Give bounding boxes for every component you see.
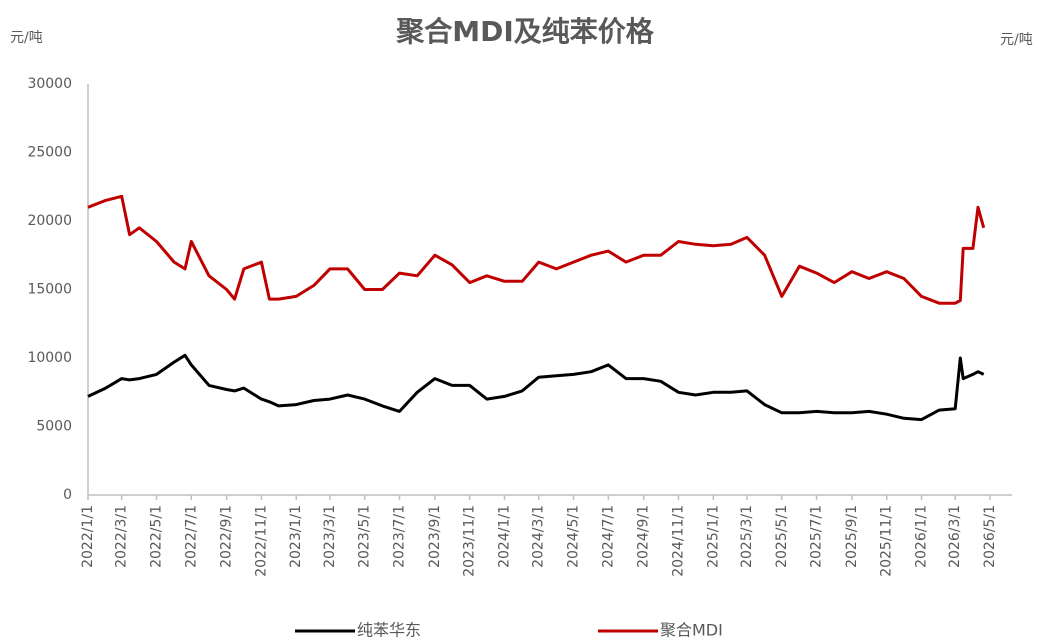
x-tick-label: 2022/3/1	[114, 505, 130, 568]
x-tick-label: 2023/5/1	[357, 505, 373, 568]
x-tick-label: 2022/1/1	[80, 505, 96, 568]
series-line	[87, 194, 986, 305]
x-tick-label: 2023/3/1	[322, 505, 338, 568]
x-tick-label: 2022/5/1	[148, 505, 164, 568]
x-tick-label: 2024/5/1	[566, 505, 582, 568]
y-tick-label: 30000	[27, 76, 72, 92]
y-tick-label: 5000	[36, 419, 72, 435]
series-line	[87, 353, 985, 422]
y-tick-label: 0	[63, 487, 72, 503]
chart-title: 聚合MDI及纯苯价格	[395, 15, 655, 48]
y2-axis-label: 元/吨	[1000, 32, 1033, 48]
x-tick-label: 2025/9/1	[844, 505, 860, 568]
x-tick-label: 2023/1/1	[288, 505, 304, 568]
x-tick-label: 2024/3/1	[531, 505, 547, 568]
x-tick-label: 2025/7/1	[809, 505, 825, 568]
y-axis-label: 元/吨	[10, 30, 43, 46]
x-tick-label: 2022/9/1	[219, 505, 235, 568]
x-tick-label: 2023/7/1	[392, 505, 408, 568]
x-tick-label: 2026/3/1	[947, 505, 963, 568]
y-tick-label: 15000	[27, 282, 72, 298]
x-tick-label: 2024/7/1	[600, 505, 616, 568]
x-tick-label: 2025/3/1	[739, 505, 755, 568]
legend-label: 聚合MDI	[660, 621, 723, 640]
x-tick-label: 2023/11/1	[462, 505, 478, 577]
x-tick-label: 2022/7/1	[183, 505, 199, 568]
y-tick-label: 25000	[27, 145, 72, 161]
x-tick-label: 2023/9/1	[427, 505, 443, 568]
x-tick-label: 2024/11/1	[670, 505, 686, 577]
legend-label: 纯苯华东	[357, 621, 421, 640]
x-tick-label: 2025/1/1	[705, 505, 721, 568]
x-tick-label: 2026/5/1	[982, 505, 998, 568]
x-tick-label: 2024/1/1	[496, 505, 512, 568]
y-tick-label: 10000	[27, 350, 72, 366]
x-tick-label: 2026/1/1	[914, 505, 930, 568]
y-tick-label: 20000	[27, 213, 72, 229]
x-tick-label: 2022/11/1	[253, 505, 269, 577]
x-tick-label: 2025/5/1	[774, 505, 790, 568]
x-tick-label: 2024/9/1	[636, 505, 652, 568]
x-tick-label: 2025/11/1	[879, 505, 895, 577]
